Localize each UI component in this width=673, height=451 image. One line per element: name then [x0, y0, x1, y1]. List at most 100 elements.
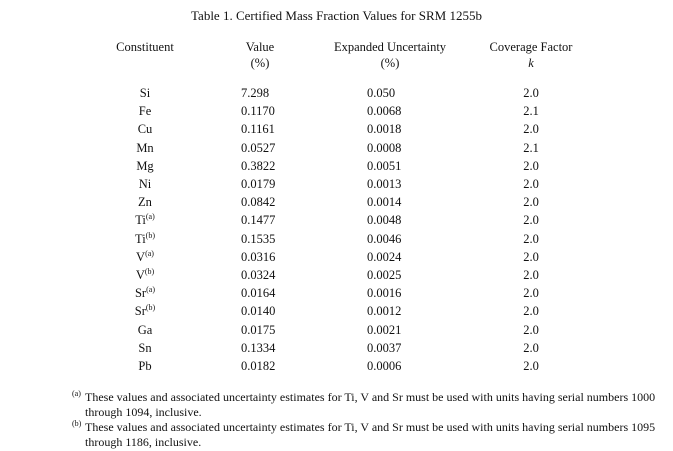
constituent-cell: Fe: [105, 102, 185, 120]
header-unit: (%): [250, 56, 270, 70]
constituent-cell: Sr(b): [105, 302, 185, 320]
element-symbol: Fe: [138, 104, 152, 119]
header-coverage: Coverage Factor k: [471, 39, 591, 71]
value-cell: 0.1535: [241, 231, 276, 246]
footnote-text: These values and associated uncertainty …: [85, 420, 656, 449]
element-symbol: Pb: [138, 359, 152, 373]
uncertainty-cell: 0.0037: [367, 340, 402, 355]
uncertainty-cell: 0.0051: [367, 158, 402, 173]
element-symbol: Sr: [134, 304, 146, 319]
table-row: V(a) 0.0316 0.0024 2.0: [0, 248, 673, 266]
uncertainty-cell: 0.0046: [367, 231, 402, 246]
table-row: Cu 0.1161 0.0018 2.0: [0, 120, 673, 138]
element-symbol: V: [135, 268, 145, 282]
coverage-factor-cell: 2.0: [523, 158, 539, 173]
header-constituent: Constituent: [100, 39, 190, 55]
element-symbol: Si: [139, 86, 151, 100]
element-symbol: Ni: [138, 177, 152, 191]
table-row: Pb 0.0182 0.0006 2.0: [0, 357, 673, 375]
header-symbol: k: [528, 56, 534, 70]
table-row: Fe 0.1170 0.0068 2.1: [0, 102, 673, 120]
constituent-cell: Ti(a): [105, 211, 185, 229]
uncertainty-cell: 0.0021: [367, 322, 402, 337]
table-row: Si 7.298 0.050 2.0: [0, 84, 673, 102]
value-cell: 0.0316: [241, 249, 276, 264]
constituent-cell: V(b): [105, 266, 185, 284]
value-cell: 0.1170: [241, 104, 275, 119]
uncertainty-cell: 0.0008: [367, 140, 402, 155]
uncertainty-cell: 0.0024: [367, 249, 402, 264]
constituent-cell: Mn: [105, 139, 185, 157]
element-symbol: Sn: [138, 340, 152, 355]
element-symbol: Ti: [135, 231, 146, 246]
constituent-cell: Ti(b): [105, 230, 185, 248]
value-cell: 0.0140: [241, 304, 276, 319]
coverage-factor-cell: 2.0: [523, 249, 539, 264]
coverage-factor-cell: 2.0: [523, 122, 539, 137]
header-value: Value (%): [220, 39, 300, 71]
table-row: Mn 0.0527 0.0008 2.1: [0, 139, 673, 157]
uncertainty-cell: 0.0012: [367, 304, 402, 319]
uncertainty-cell: 0.050: [367, 86, 396, 100]
value-cell: 0.0164: [241, 286, 276, 301]
footnote-ref: (b): [144, 267, 155, 276]
value-cell: 0.0324: [241, 268, 276, 282]
coverage-factor-cell: 2.0: [523, 177, 539, 191]
coverage-factor-cell: 2.0: [523, 268, 539, 282]
value-cell: 0.1161: [241, 122, 275, 137]
table-row: Zn 0.0842 0.0014 2.0: [0, 193, 673, 211]
value-cell: 0.0842: [241, 195, 276, 210]
element-symbol: V: [136, 249, 146, 264]
coverage-factor-cell: 2.0: [523, 340, 539, 355]
value-cell: 0.0527: [241, 140, 276, 155]
constituent-cell: Sn: [105, 339, 185, 357]
value-cell: 0.0182: [241, 359, 276, 373]
footnote-ref: (b): [145, 230, 155, 240]
uncertainty-cell: 0.0068: [367, 104, 402, 119]
element-symbol: Cu: [137, 122, 153, 137]
uncertainty-cell: 0.0013: [367, 177, 402, 191]
constituent-cell: Pb: [105, 357, 185, 375]
element-symbol: Sr: [134, 286, 147, 301]
uncertainty-cell: 0.0016: [367, 286, 402, 301]
constituent-cell: Ni: [105, 175, 185, 193]
element-symbol: Ga: [137, 322, 153, 337]
value-cell: 0.0179: [241, 177, 276, 191]
constituent-cell: Zn: [105, 193, 185, 211]
uncertainty-cell: 0.0018: [367, 122, 402, 137]
coverage-factor-cell: 2.0: [523, 322, 539, 337]
value-cell: 7.298: [241, 86, 270, 100]
table-row: Ni 0.0179 0.0013 2.0: [0, 175, 673, 193]
constituent-cell: Cu: [105, 120, 185, 138]
footnote-ref: (a): [145, 248, 154, 258]
coverage-factor-cell: 2.0: [523, 304, 539, 319]
footnote-ref: (b): [145, 303, 156, 313]
constituent-cell: Si: [105, 84, 185, 102]
table-row: Sn 0.1334 0.0037 2.0: [0, 339, 673, 357]
element-symbol: Mn: [136, 140, 154, 155]
element-symbol: Ti: [135, 213, 146, 228]
table-row: Mg 0.3822 0.0051 2.0: [0, 157, 673, 175]
footnote-mark: (b): [72, 419, 82, 428]
header-uncertainty: Expanded Uncertainty (%): [320, 39, 460, 71]
table-row: Sr(a) 0.0164 0.0016 2.0: [0, 284, 673, 302]
footnote-text: These values and associated uncertainty …: [85, 390, 656, 419]
constituent-cell: Sr(a): [105, 284, 185, 302]
coverage-factor-cell: 2.0: [523, 86, 539, 100]
uncertainty-cell: 0.0025: [367, 268, 402, 282]
coverage-factor-cell: 2.0: [523, 286, 539, 301]
footnote-a: (a) These values and associated uncertai…: [72, 389, 665, 420]
header-label: Coverage Factor: [489, 40, 573, 54]
coverage-factor-cell: 2.0: [523, 213, 539, 228]
footnote-b: (b) These values and associated uncertai…: [72, 419, 665, 450]
value-cell: 0.3822: [241, 158, 276, 173]
table-row: Ti(a) 0.1477 0.0048 2.0: [0, 211, 673, 229]
constituent-cell: Mg: [105, 157, 185, 175]
element-symbol: Zn: [138, 195, 152, 210]
table-title: Table 1. Certified Mass Fraction Values …: [191, 8, 482, 23]
value-cell: 0.1334: [241, 340, 276, 355]
table-row: Ga 0.0175 0.0021 2.0: [0, 321, 673, 339]
header-label: Constituent: [116, 40, 174, 54]
footnote-ref: (a): [146, 285, 155, 295]
header-label: Value: [245, 40, 275, 54]
